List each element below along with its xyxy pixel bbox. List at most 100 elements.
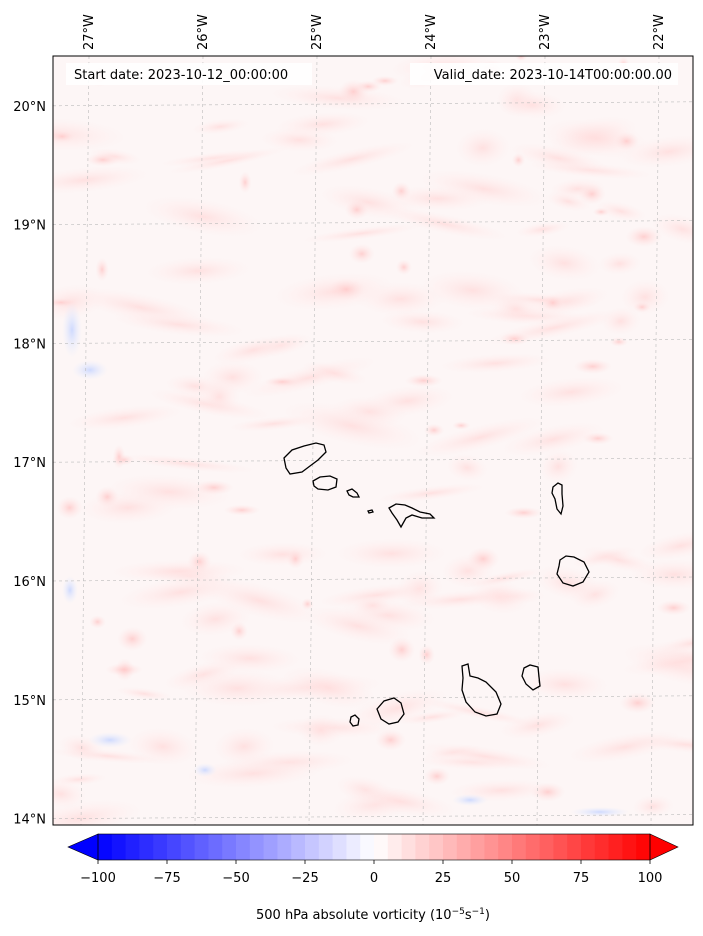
colorbar-segment (346, 834, 361, 860)
colorbar-segment (484, 834, 499, 860)
longitude-label: 22°W (652, 14, 667, 50)
meridian-line (650, 56, 660, 825)
parallel-line (53, 339, 693, 344)
island-brava (349, 714, 360, 727)
longitude-label: 26°W (196, 14, 211, 50)
parallel-line (53, 101, 693, 107)
vorticity-field (53, 56, 693, 825)
meridian-line (194, 56, 204, 825)
colorbar-segment (194, 834, 209, 860)
colorbar-tick-label: −75 (153, 871, 180, 886)
longitude-label: 23°W (538, 14, 553, 50)
colorbar-segment (277, 834, 292, 860)
longitude-label: 24°W (424, 14, 439, 50)
longitude-labels: 27°W 26°W 25°W 24°W 23°W 22°W (82, 14, 667, 50)
colorbar-tick-label: −25 (291, 871, 318, 886)
island-branco (367, 509, 374, 514)
valid-date-box (410, 63, 678, 85)
parallel-line (53, 457, 693, 463)
longitude-label: 27°W (82, 14, 97, 50)
colorbar-segment (443, 834, 458, 860)
colorbar-segment (608, 834, 623, 860)
island-maio (521, 664, 541, 691)
parallel-line (53, 220, 693, 225)
parallel-line (53, 695, 693, 701)
latitude-labels: 20°N 19°N 18°N 17°N 16°N 15°N 14°N (13, 100, 46, 828)
start-date-label: Start date: 2023-10-12_00:00:00 (74, 68, 288, 83)
meridian-line (536, 56, 546, 825)
colorbar-segment (332, 834, 347, 860)
islands-coastline (283, 442, 590, 727)
colorbar-segment (111, 834, 126, 860)
latitude-label: 15°N (13, 694, 46, 709)
colorbar-max-extend-arrow (649, 833, 679, 861)
colorbar-tick-label: 100 (638, 871, 663, 886)
colorbar-segment (263, 834, 278, 860)
colorbar-segment (291, 834, 306, 860)
latitude-label: 14°N (13, 813, 46, 828)
latitude-label: 19°N (13, 219, 46, 234)
colorbar-segment (456, 834, 471, 860)
colorbar-segment (153, 834, 168, 860)
island-santo-antao (283, 442, 327, 475)
island-sal (551, 482, 564, 516)
colorbar-tick-label: 50 (504, 871, 521, 886)
colorbar-ticks: −100 −75 −50 −25 0 25 50 75 100 (80, 860, 662, 886)
colorbar-segments (98, 834, 651, 860)
colorbar-segment (512, 834, 527, 860)
colorbar-segment (249, 834, 264, 860)
latitude-label: 20°N (13, 100, 46, 115)
start-date-box (66, 63, 312, 85)
gridlines (53, 56, 693, 825)
island-boa-vista (556, 555, 590, 587)
colorbar-segment (222, 834, 237, 860)
colorbar-title: 500 hPa absolute vorticity (10−5s−1) (256, 907, 490, 923)
parallel-line (53, 814, 693, 819)
colorbar-segment (125, 834, 140, 860)
colorbar-segment (567, 834, 582, 860)
longitude-label: 25°W (310, 14, 325, 50)
colorbar-segment (539, 834, 554, 860)
colorbar-segment (139, 834, 154, 860)
colorbar-segment (498, 834, 513, 860)
latitude-label: 17°N (13, 456, 46, 471)
colorbar-segment (305, 834, 320, 860)
colorbar-segment (387, 834, 402, 860)
colorbar-tick-label: −100 (80, 871, 116, 886)
colorbar-segment (98, 834, 113, 860)
colorbar-tick-label: 75 (573, 871, 590, 886)
colorbar-segment (594, 834, 609, 860)
colorbar: −100 −75 −50 −25 0 25 50 75 100 500 hPa absolute… (67, 833, 679, 923)
map-frame (52, 55, 694, 826)
colorbar-segment (429, 834, 444, 860)
latitude-label: 18°N (13, 337, 46, 352)
colorbar-segment (553, 834, 568, 860)
colorbar-segment (236, 834, 251, 860)
colorbar-segment (167, 834, 182, 860)
colorbar-segment (180, 834, 195, 860)
meridian-line (308, 56, 318, 825)
island-sao-vicente (312, 475, 338, 491)
parallel-line (53, 576, 693, 582)
island-santiago (461, 663, 502, 717)
colorbar-segment (401, 834, 416, 860)
meridian-line (422, 56, 432, 825)
latitude-label: 16°N (13, 575, 46, 590)
colorbar-segment (525, 834, 540, 860)
colorbar-tick-label: −50 (222, 871, 249, 886)
colorbar-segment (470, 834, 485, 860)
island-santa-luzia (346, 488, 361, 498)
colorbar-segment (622, 834, 637, 860)
meridian-line (80, 56, 90, 825)
colorbar-tick-label: 0 (370, 871, 378, 886)
colorbar-min-extend-arrow (67, 833, 99, 861)
colorbar-segment (636, 834, 651, 860)
colorbar-segment (374, 834, 389, 860)
colorbar-segment (208, 834, 223, 860)
colorbar-segment (360, 834, 375, 860)
colorbar-segment (415, 834, 430, 860)
colorbar-tick-label: 25 (435, 871, 452, 886)
colorbar-segment (581, 834, 596, 860)
island-sao-nicolau (388, 503, 436, 529)
